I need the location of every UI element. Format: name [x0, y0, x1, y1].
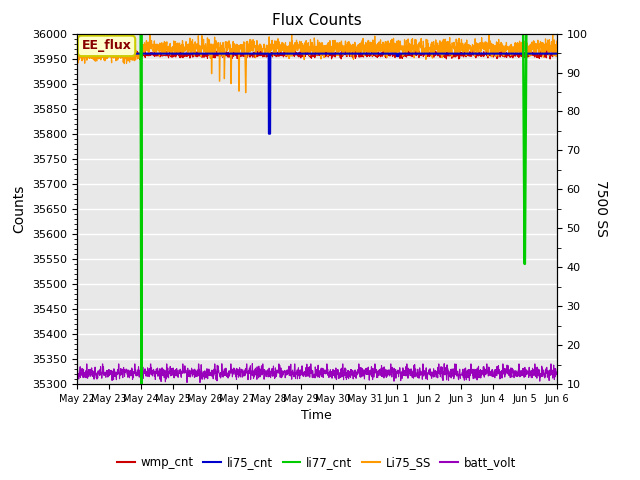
Legend: wmp_cnt, li75_cnt, li77_cnt, Li75_SS, batt_volt: wmp_cnt, li75_cnt, li77_cnt, Li75_SS, ba… [113, 451, 521, 474]
Title: Flux Counts: Flux Counts [272, 13, 362, 28]
Text: EE_flux: EE_flux [82, 39, 131, 52]
X-axis label: Time: Time [301, 409, 332, 422]
Y-axis label: 7500 SS: 7500 SS [595, 180, 609, 237]
Y-axis label: Counts: Counts [12, 185, 26, 233]
